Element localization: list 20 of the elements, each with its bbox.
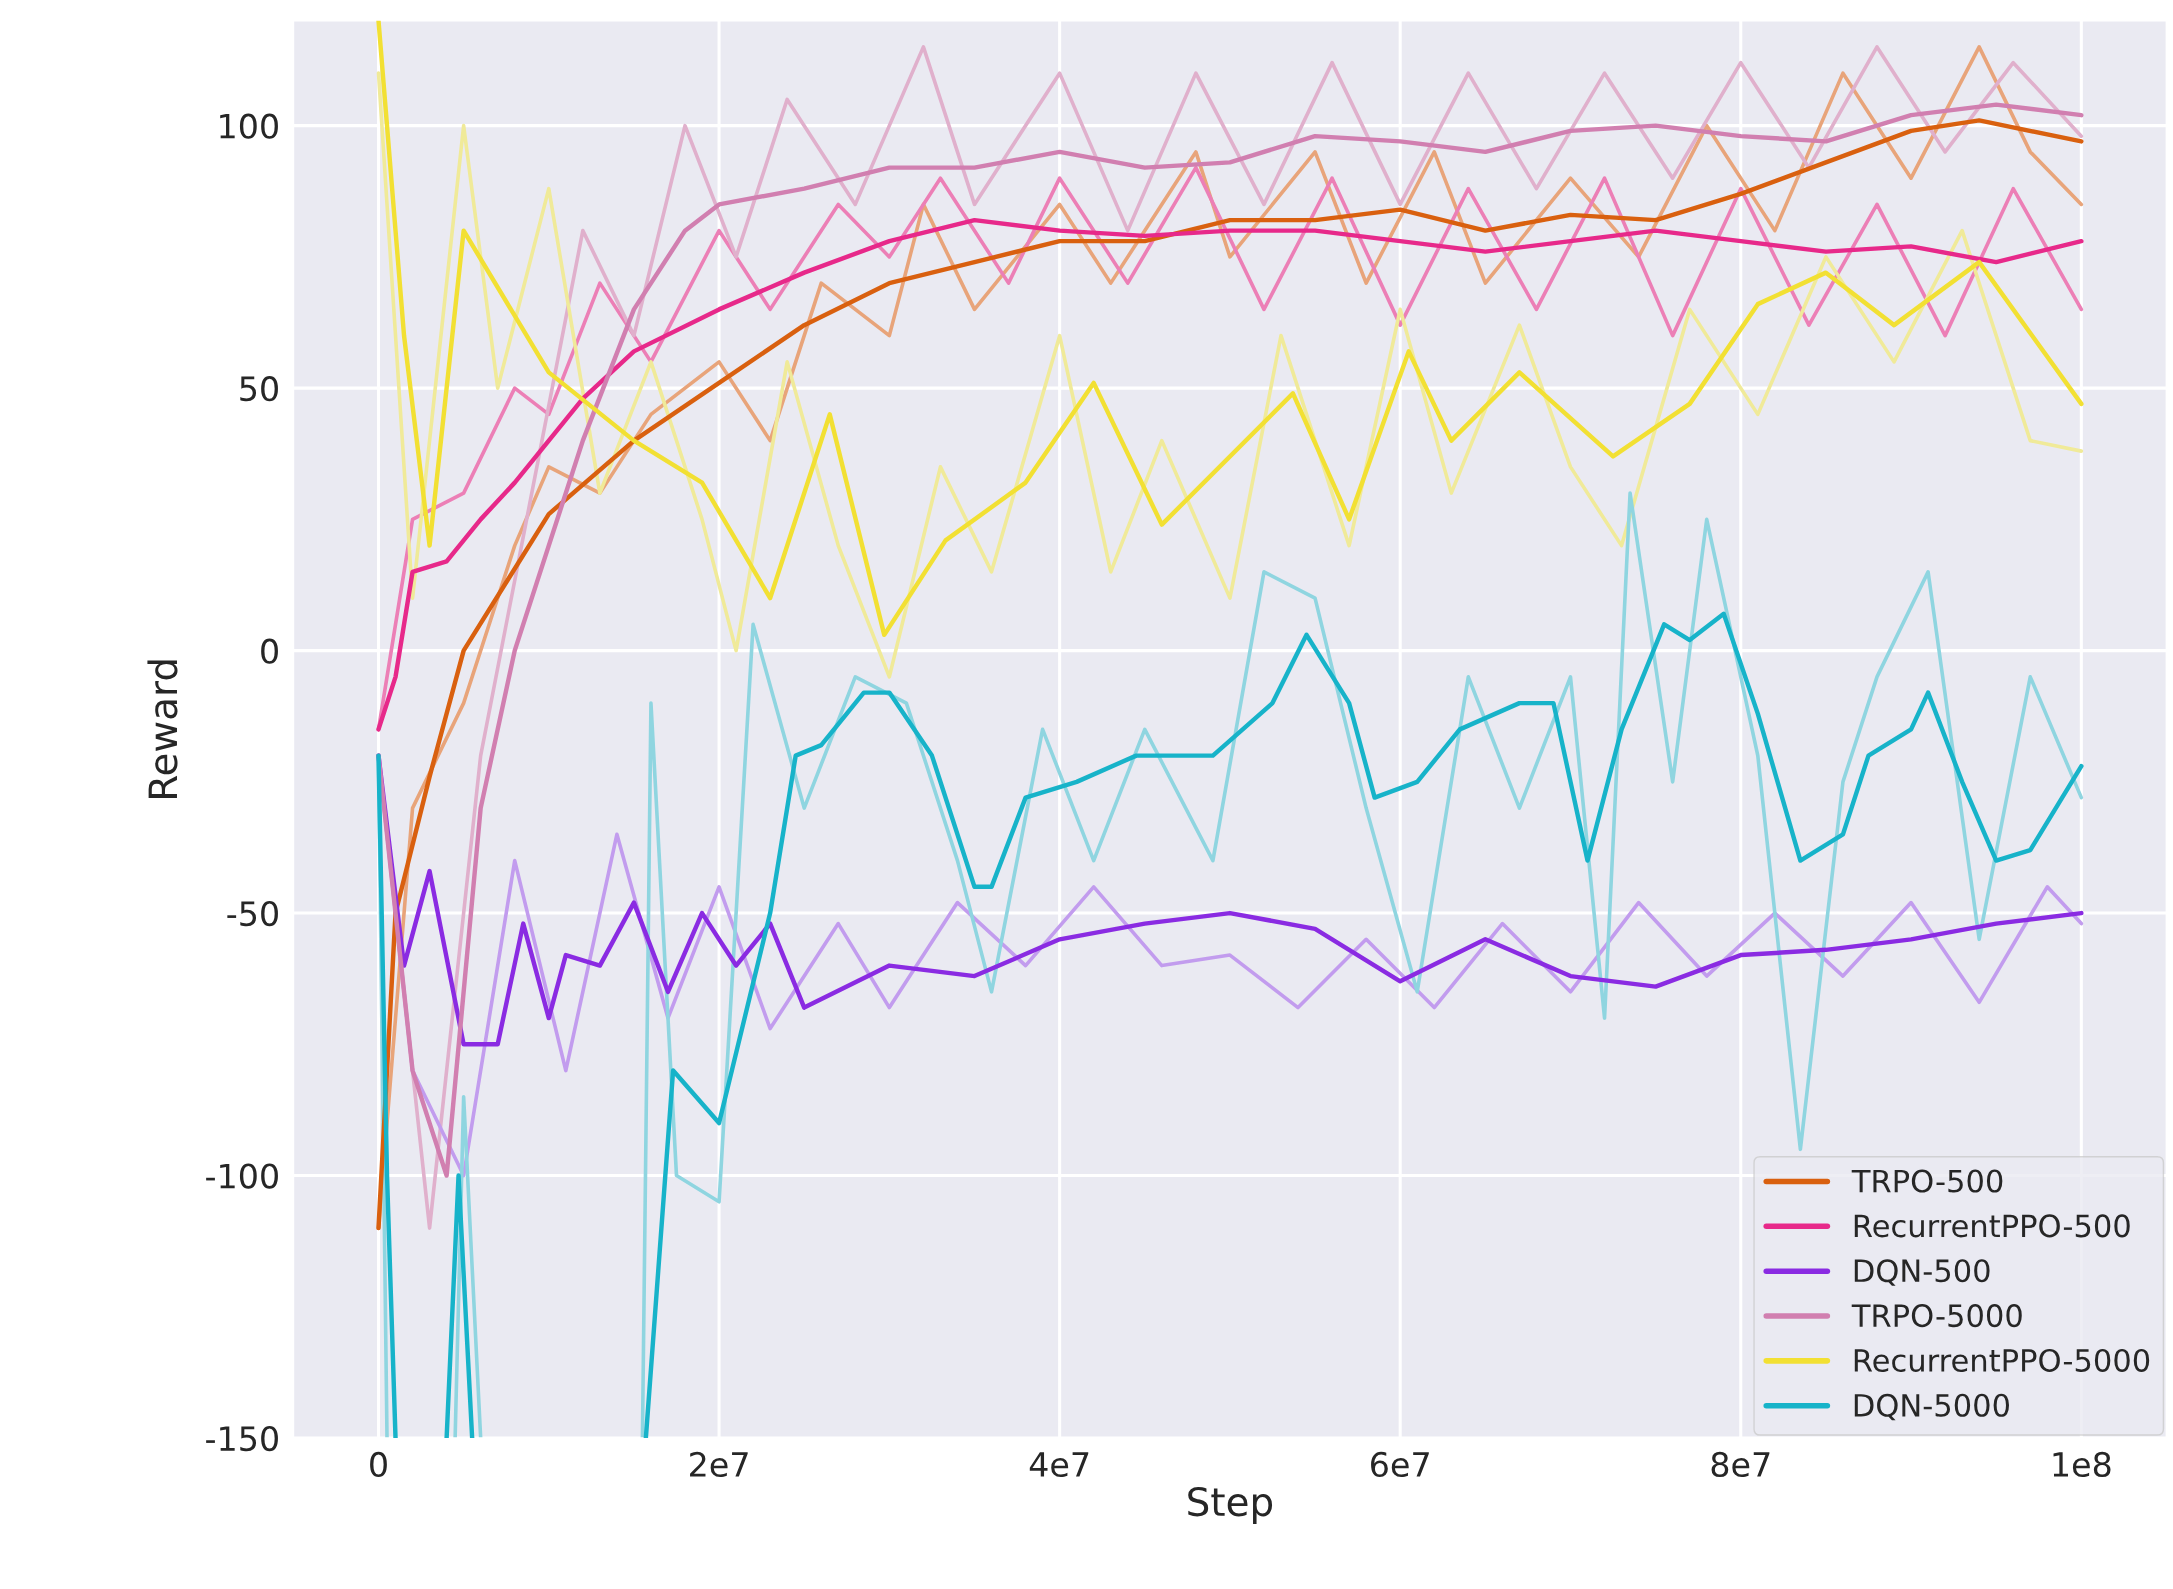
x-tick-label: 4e7 [1029, 1452, 1089, 1478]
legend-label: DQN-5000 [1854, 1393, 2009, 1421]
legend-label: TRPO-500 [1851, 1169, 2003, 1193]
x-tick-label: 6e7 [1371, 1451, 1429, 1478]
y-tick-label: 50 [240, 376, 278, 402]
y-axis-title: Reward [147, 660, 178, 798]
y-tick-label: 0 [261, 638, 278, 664]
y-tick-label: -100 [206, 1163, 278, 1189]
legend-label: RecurrentPPO-5000 [1854, 1348, 2150, 1372]
x-axis-title: Step [1188, 1486, 1273, 1524]
legend-label: RecurrentPPO-500 [1854, 1214, 2130, 1238]
x-tick-label: 1e8 [2053, 1451, 2111, 1478]
x-tick-label: 0 [370, 1451, 387, 1478]
y-tick-label: 100 [220, 113, 278, 139]
y-tick-label: -150 [206, 1425, 278, 1452]
y-tick-label: -50 [227, 901, 278, 927]
legend-label: DQN-500 [1854, 1259, 1990, 1286]
legend-label: TRPO-5000 [1851, 1304, 2022, 1328]
x-tick-label: 2e7 [690, 1451, 748, 1478]
x-tick-label: 8e7 [1711, 1451, 1770, 1478]
